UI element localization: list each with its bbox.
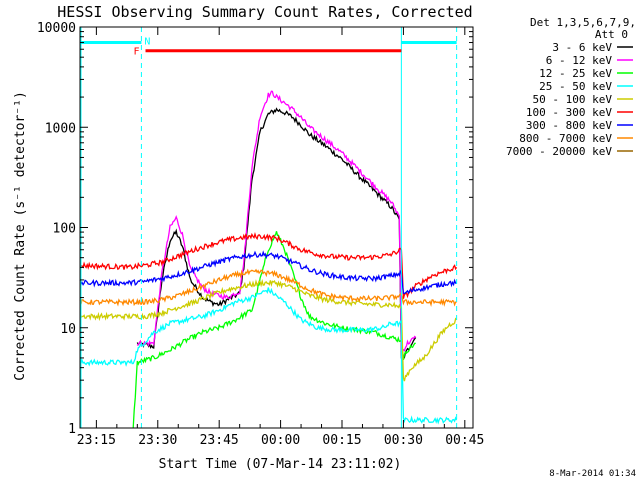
y-tick-label-4: 10000: [37, 21, 76, 36]
footer-timestamp: 8-Mar-2014 01:34: [549, 469, 636, 479]
series-layer: [79, 90, 458, 429]
series-line-7: [79, 268, 457, 308]
y-tick-label-2: 100: [53, 222, 76, 237]
legend-label-0: 3 - 6 keV: [552, 41, 612, 54]
x-tick-label-5: 00:30: [384, 433, 423, 448]
y-axis-label: Corrected Count Rate (s⁻¹ detector⁻¹): [13, 91, 28, 381]
series-line-6: [79, 250, 457, 295]
x-tick-label-3: 00:00: [261, 433, 300, 448]
annotation-layer: NF: [80, 27, 458, 428]
chart-title: HESSI Observing Summary Count Rates, Cor…: [57, 3, 472, 21]
x-tick-label-1: 23:30: [138, 433, 177, 448]
x-tick-label-6: 00:45: [445, 433, 484, 448]
legend-label-8: 7000 - 20000 keV: [506, 145, 612, 158]
x-tick-label-4: 00:15: [322, 433, 361, 448]
legend-header-line1: Det 1,3,5,6,7,9,: [530, 16, 636, 29]
legend-label-2: 12 - 25 keV: [539, 67, 612, 80]
axis-layer: 23:15 23:30 23:45 00:00 00:15 00:30 00:45 1 10 10…: [37, 21, 485, 448]
y-tick-label-3: 1000: [45, 121, 76, 136]
series-line-5: [79, 232, 458, 299]
y-tick-label-1: 10: [60, 322, 76, 337]
x-tick-label-2: 23:45: [200, 433, 239, 448]
x-axis-label: Start Time (07-Mar-14 23:11:02): [159, 457, 402, 472]
series-line-3: [79, 287, 458, 425]
x-tick-label-0: 23:15: [77, 433, 116, 448]
legend-label-6: 300 - 800 keV: [526, 119, 612, 132]
flare-label: F: [134, 47, 140, 58]
night-label: N: [144, 37, 150, 48]
legend-label-4: 50 - 100 keV: [533, 93, 613, 106]
y-tick-label-0: 1: [68, 422, 76, 437]
legend-label-7: 800 - 7000 keV: [519, 132, 612, 145]
legend-label-1: 6 - 12 keV: [546, 54, 613, 67]
legend-label-5: 100 - 300 keV: [526, 106, 612, 119]
legend-label-3: 25 - 50 keV: [539, 80, 612, 93]
series-line-0: [136, 107, 417, 359]
series-line-4: [79, 278, 458, 382]
series-line-1: [136, 90, 417, 352]
legend-header-line2: Att 0: [595, 28, 628, 41]
